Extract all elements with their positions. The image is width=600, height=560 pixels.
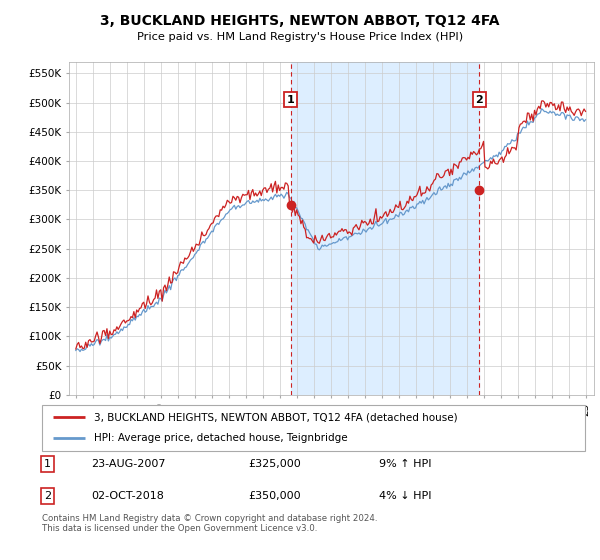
- Text: 23-AUG-2007: 23-AUG-2007: [91, 459, 166, 469]
- Text: 3, BUCKLAND HEIGHTS, NEWTON ABBOT, TQ12 4FA: 3, BUCKLAND HEIGHTS, NEWTON ABBOT, TQ12 …: [100, 14, 500, 28]
- Text: 2: 2: [475, 95, 483, 105]
- Text: 4% ↓ HPI: 4% ↓ HPI: [379, 491, 431, 501]
- Text: 02-OCT-2018: 02-OCT-2018: [91, 491, 164, 501]
- Text: Contains HM Land Registry data © Crown copyright and database right 2024.
This d: Contains HM Land Registry data © Crown c…: [42, 514, 377, 534]
- Text: 2: 2: [44, 491, 51, 501]
- Text: 1: 1: [44, 459, 51, 469]
- Text: £350,000: £350,000: [248, 491, 301, 501]
- Bar: [290, 62, 479, 395]
- Text: Price paid vs. HM Land Registry's House Price Index (HPI): Price paid vs. HM Land Registry's House …: [137, 32, 463, 42]
- Text: 1: 1: [287, 95, 295, 105]
- Text: HPI: Average price, detached house, Teignbridge: HPI: Average price, detached house, Teig…: [94, 433, 347, 444]
- Text: £325,000: £325,000: [248, 459, 301, 469]
- Text: 3, BUCKLAND HEIGHTS, NEWTON ABBOT, TQ12 4FA (detached house): 3, BUCKLAND HEIGHTS, NEWTON ABBOT, TQ12 …: [94, 412, 457, 422]
- Text: 9% ↑ HPI: 9% ↑ HPI: [379, 459, 431, 469]
